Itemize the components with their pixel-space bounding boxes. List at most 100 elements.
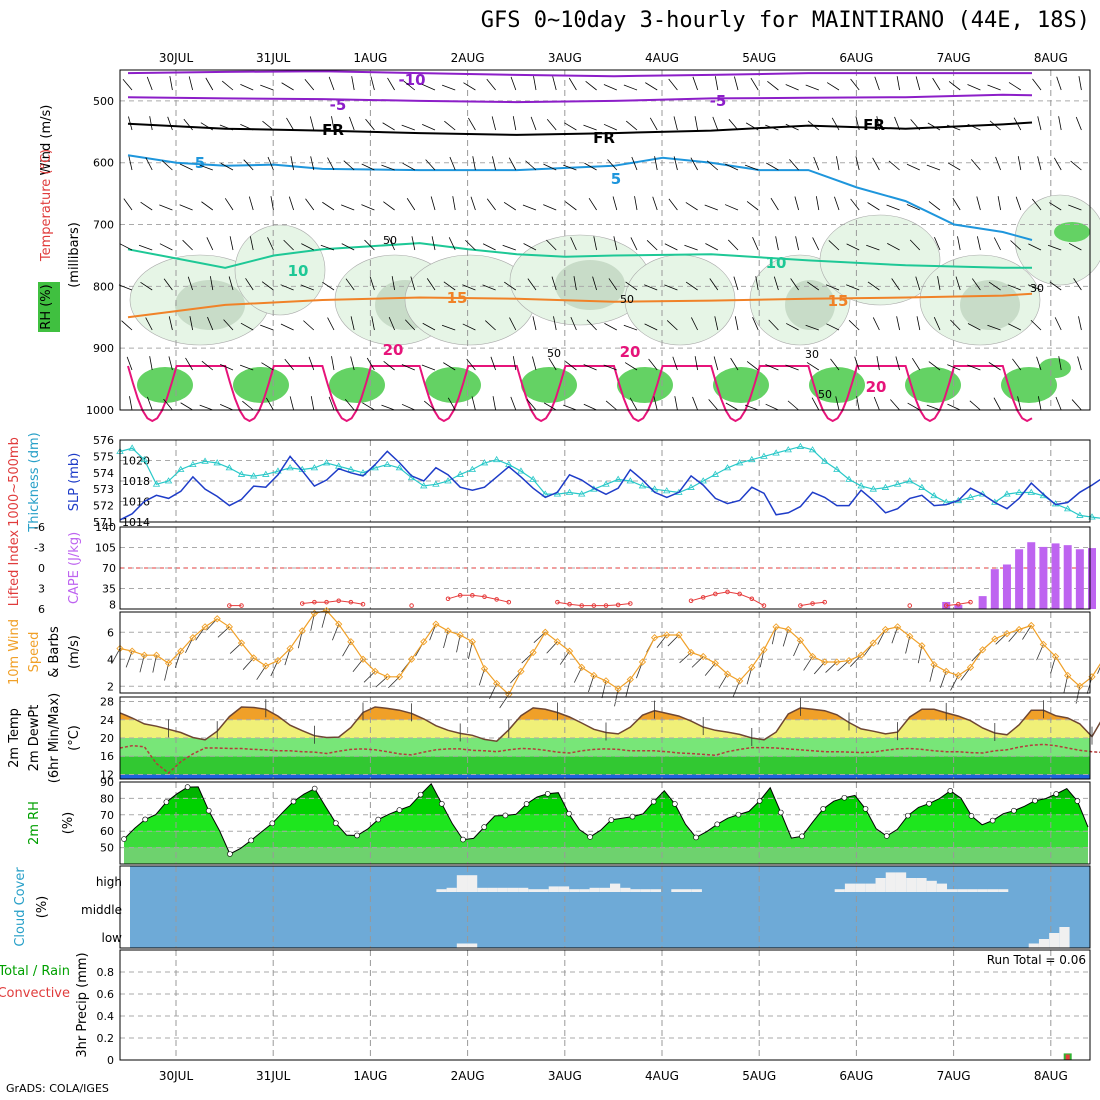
wind-barb [145,317,153,331]
rh-point [227,851,233,857]
wind-barb [185,357,193,371]
wind-barb [690,157,698,171]
contour-label: 15 [828,292,849,310]
wind-barb [328,76,335,91]
wind-barb [391,276,395,291]
wind-barb [896,316,900,331]
wind-speed-point [480,665,489,673]
wind-barb [733,276,739,291]
precip-tick: 0.6 [97,988,115,1001]
wind-speed-point [675,631,683,639]
wind-barb [510,76,517,91]
surface-wind-barb [940,671,947,688]
wind-barb [790,278,799,291]
wind-barb [855,156,860,171]
rh-band [124,798,1088,815]
chart-title: GFS 0~10day 3-hourly for MAINTIRANO (44E… [480,8,1090,33]
wind-barb [145,157,153,171]
wind-barb [947,162,961,171]
wind-barb [928,201,941,211]
thickness-point [152,480,161,487]
wind-barb [971,159,981,171]
wind-barb [447,397,456,411]
wind-barb [789,159,799,171]
wind-barb [630,237,638,251]
wind-speed-point [250,654,258,662]
cloud-high-bar [681,889,692,892]
wind-barb [243,159,254,171]
rh-point [205,807,212,814]
rh-point [523,801,530,807]
thickness-point [966,493,975,500]
rh-point [608,817,615,823]
wind-speed-point [565,647,574,655]
wind-barb [1071,399,1082,411]
thickness-point [177,465,185,472]
wind-barb [603,84,617,91]
surface-wind-barb [111,648,121,664]
wind-barb [512,116,517,131]
wind-barb [564,201,577,211]
temp-contour-15 [127,292,1033,319]
wind-barb [623,324,638,331]
wind-barb [284,358,294,371]
wind-barb [449,156,456,171]
lifted-tick: -3 [34,542,45,555]
surface-wind-barb [185,637,194,654]
wind-barb [411,236,416,251]
wind-barb [341,243,355,251]
wind-barb [441,324,456,331]
thickness-point [796,442,805,449]
wind-barb [694,356,698,371]
rh-point [269,820,276,827]
wind-barb [486,78,496,91]
cloud-high-bar [947,889,958,892]
ylabel-cape: CAPE (J/kg) [67,532,82,604]
wind-barb [623,84,638,91]
wind-speed-point [1076,682,1084,690]
pressure-tick: 700 [93,219,114,232]
wind-barb [364,239,375,251]
wind-barb [240,83,254,91]
rh-point [502,812,509,819]
surface-wind-barb [559,650,570,665]
ylabel-2m-temp: 2m Temp [7,708,22,768]
ylabel-cloud-units: (%) [35,896,50,919]
wind-speed-point [201,623,209,631]
surface-wind-barb [1036,644,1044,661]
wind-barb [690,317,698,331]
rh-label: 50 [620,293,634,306]
surface-wind-barb [850,654,862,667]
rh-point [777,809,784,816]
wind-barb [327,317,335,331]
wind-speed-point [177,647,185,655]
wind-barb [947,364,961,371]
wind-barb [527,278,537,291]
wind-barb [308,356,315,371]
wind-barb [906,163,920,171]
surface-wind-barb [803,656,813,671]
cloud-low-bar [1049,933,1060,948]
wind-barb [300,284,314,291]
wind-barb [322,201,335,211]
rh-point [883,833,890,839]
wind-barb [219,124,234,131]
wind-barb [304,78,315,91]
cape-tick: 35 [102,583,116,596]
wind-barb [896,76,900,91]
wind-barb [492,396,496,411]
wind-barb [462,323,476,331]
cloud-high-bar [487,887,498,892]
wind-barb [927,122,941,131]
thickness-point [675,488,683,495]
surface-wind-barb [656,634,668,648]
wind-speed-point [189,634,197,642]
wind-speed-point [225,623,233,631]
rh-area-mid [175,280,245,330]
wind-barb [866,244,880,251]
rh-point [756,798,763,804]
wind-barb [482,243,496,251]
wind-barb [1013,117,1022,131]
wind-barb [159,204,173,211]
wind-speed-point [456,631,464,639]
